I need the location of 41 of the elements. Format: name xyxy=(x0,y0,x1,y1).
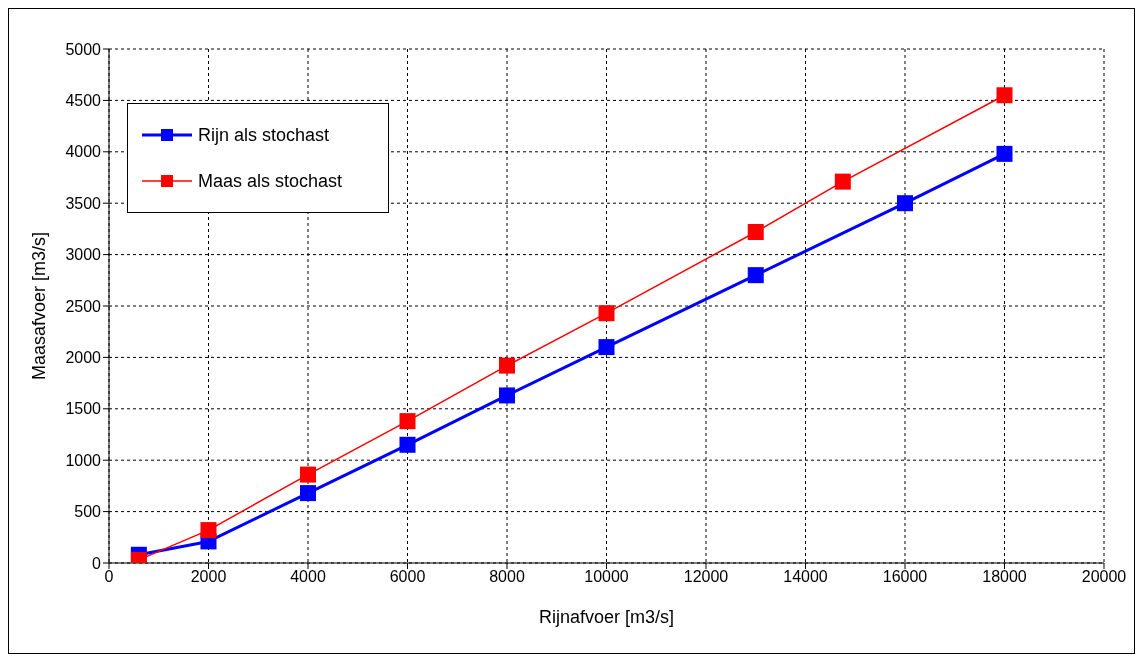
y-tick-label: 1000 xyxy=(65,451,102,469)
point xyxy=(300,485,316,502)
y-tick-label: 0 xyxy=(92,554,102,572)
y-tick-label: 2000 xyxy=(65,349,102,367)
x-tick-label: 16000 xyxy=(882,568,928,586)
x-tick-label: 20000 xyxy=(1081,568,1127,586)
point xyxy=(598,305,615,322)
x-tick-label: 2000 xyxy=(190,568,227,586)
y-tick-label: 1500 xyxy=(65,400,102,418)
point xyxy=(834,173,851,190)
x-tick-label: 12000 xyxy=(683,568,729,586)
y-axis-title: Maasafvoer [m3/s] xyxy=(29,231,50,381)
point xyxy=(499,387,515,404)
legend-label: Maas als stochast xyxy=(198,170,343,192)
point xyxy=(747,267,764,284)
point xyxy=(897,195,913,212)
x-tick-label: 10000 xyxy=(584,568,629,586)
point xyxy=(399,413,416,430)
x-tick-label: 6000 xyxy=(389,568,426,586)
point xyxy=(200,522,217,539)
point xyxy=(747,223,764,240)
point xyxy=(598,339,615,356)
y-tick-label: 5000 xyxy=(65,40,102,58)
x-tick-label: 14000 xyxy=(783,568,828,586)
x-tick-label: 4000 xyxy=(290,568,326,586)
x-tick-label: 18000 xyxy=(982,568,1027,586)
y-tick-label: 3000 xyxy=(65,246,102,264)
x-tick-label: 8000 xyxy=(489,568,525,586)
point xyxy=(499,357,515,374)
point xyxy=(399,436,416,453)
y-tick-label: 2500 xyxy=(65,297,102,315)
point xyxy=(996,145,1013,162)
point xyxy=(300,466,316,483)
y-tick-label: 4000 xyxy=(65,143,102,161)
x-axis-title: Rijnafvoer [m3/s] xyxy=(538,607,675,627)
x-tick-label: 0 xyxy=(104,568,114,586)
y-tick-label: 4500 xyxy=(65,92,102,110)
point xyxy=(996,87,1013,104)
legend-label: Rijn als stochast xyxy=(198,124,330,146)
y-tick-label: 3500 xyxy=(65,194,102,212)
y-tick-label: 500 xyxy=(74,503,102,521)
